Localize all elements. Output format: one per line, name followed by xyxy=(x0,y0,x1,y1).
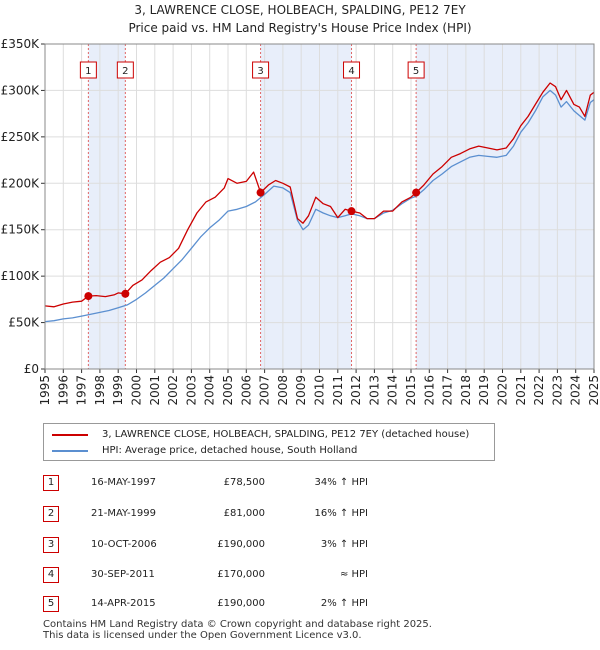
sale-date: 30-SEP-2011 xyxy=(91,569,155,580)
legend-label-hpi: HPI: Average price, detached house, Sout… xyxy=(102,445,358,456)
x-tick-label: 2007 xyxy=(258,375,272,406)
sale-date: 10-OCT-2006 xyxy=(91,539,157,550)
sale-point xyxy=(84,292,93,301)
x-tick-label: 2008 xyxy=(276,375,290,406)
shaded-range xyxy=(416,44,594,369)
x-tick-label: 2016 xyxy=(422,375,436,406)
sale-hpi-compare: 3% ↑ HPI xyxy=(320,539,368,550)
y-tick-label: £350K xyxy=(1,37,41,51)
sale-box-labels: 1 2 3 4 5 xyxy=(79,61,425,79)
axes: 1995 1996 1997 1998 1999 2000 2001 2002 2003 2004… xyxy=(1,37,600,406)
sale-marker-box xyxy=(343,61,361,79)
sale-date: 16-MAY-1997 xyxy=(91,477,157,488)
footer: Contains HM Land Registry data © Crown c… xyxy=(43,619,432,641)
sale-marker-label: 3 xyxy=(257,66,263,77)
sale-marker-label: 1 xyxy=(85,66,91,77)
series-line-property xyxy=(44,82,595,308)
shaded-range xyxy=(88,44,126,369)
x-tick-label: 2010 xyxy=(313,375,327,406)
sale-price: £190,000 xyxy=(217,539,265,550)
sale-point xyxy=(256,188,265,197)
x-tick-label: 2001 xyxy=(148,375,162,406)
legend: 3, LAWRENCE CLOSE, HOLBEACH, SPALDING, P… xyxy=(43,423,495,461)
price-chart: 1 2 3 4 5 1995 1996 1997 1998 1999 2000 2001 2002 20… xyxy=(1,37,600,406)
x-tick-label: 2015 xyxy=(404,375,418,406)
x-tick-label: 2020 xyxy=(496,375,510,406)
sale-point xyxy=(412,188,421,197)
sale-number: 2 xyxy=(43,506,59,522)
y-tick-label: £200K xyxy=(1,176,41,190)
sale-marker-label: 2 xyxy=(122,66,128,77)
footer-copyright: Contains HM Land Registry data © Crown c… xyxy=(43,619,432,630)
y-tick-label: £50K xyxy=(8,316,40,330)
x-tick-label: 2003 xyxy=(184,375,198,406)
y-tick-label: £100K xyxy=(1,269,41,283)
x-tick-label: 2022 xyxy=(532,375,546,406)
sale-points xyxy=(84,188,421,301)
footer-license: This data is licensed under the Open Gov… xyxy=(43,630,362,641)
sale-point xyxy=(347,207,356,216)
y-tick-label: £0 xyxy=(24,362,39,376)
x-tick-label: 1999 xyxy=(111,375,125,406)
sale-hpi-compare: 34% ↑ HPI xyxy=(314,477,368,488)
y-tick-label: £250K xyxy=(1,130,41,144)
sale-marker-box xyxy=(252,61,270,79)
x-tick-label: 2004 xyxy=(203,375,217,406)
legend-label-property: 3, LAWRENCE CLOSE, HOLBEACH, SPALDING, P… xyxy=(102,429,470,440)
x-tick-label: 2009 xyxy=(294,375,308,406)
sale-number: 3 xyxy=(43,537,59,553)
sale-hpi-compare: 16% ↑ HPI xyxy=(314,508,368,519)
x-tick-label: 2021 xyxy=(514,375,528,406)
sale-marker-label: 4 xyxy=(348,66,354,77)
y-tick-label: £300K xyxy=(1,83,41,97)
x-tick-label: 1996 xyxy=(56,375,70,406)
plot-frame xyxy=(44,43,595,370)
sale-marker-label: 5 xyxy=(413,66,419,77)
x-tick-label: 1995 xyxy=(38,375,52,406)
shaded-range xyxy=(260,44,352,369)
x-tick-label: 1997 xyxy=(75,375,89,406)
sale-price: £190,000 xyxy=(217,598,265,609)
sale-hpi-compare: 2% ↑ HPI xyxy=(320,598,368,609)
sale-price: £81,000 xyxy=(223,508,265,519)
x-tick-label: 2025 xyxy=(587,375,600,406)
x-tick-label: 2011 xyxy=(331,375,345,406)
sale-date: 21-MAY-1999 xyxy=(91,508,157,519)
sale-marker-box xyxy=(116,61,134,79)
sale-number: 1 xyxy=(43,475,59,491)
sale-marker-box xyxy=(79,61,97,79)
sale-number: 4 xyxy=(43,567,59,583)
sale-point xyxy=(121,289,130,298)
legend-swatch-hpi xyxy=(52,450,88,452)
x-tick-label: 2006 xyxy=(239,375,253,406)
chart-title: 3, LAWRENCE CLOSE, HOLBEACH, SPALDING, P… xyxy=(0,1,600,37)
x-tick-label: 2017 xyxy=(441,375,455,406)
x-tick-label: 2000 xyxy=(130,375,144,406)
sale-price: £78,500 xyxy=(223,477,265,488)
x-tick-label: 2013 xyxy=(367,375,381,406)
sale-price: £170,000 xyxy=(217,569,265,580)
sale-date: 14-APR-2015 xyxy=(91,598,156,609)
sale-number: 5 xyxy=(43,596,59,612)
chart-subtitle: Price paid vs. HM Land Registry's House … xyxy=(128,21,472,35)
x-tick-label: 2019 xyxy=(477,375,491,406)
y-tick-label: £150K xyxy=(1,223,41,237)
sale-hpi-compare: ≈ HPI xyxy=(339,569,368,580)
legend-swatch-property xyxy=(52,434,88,436)
x-tick-label: 2005 xyxy=(221,375,235,406)
x-tick-label: 2002 xyxy=(166,375,180,406)
x-tick-label: 2023 xyxy=(550,375,564,406)
x-tick-label: 2024 xyxy=(569,375,583,406)
x-tick-label: 2018 xyxy=(459,375,473,406)
chart-title-line1: 3, LAWRENCE CLOSE, HOLBEACH, SPALDING, P… xyxy=(134,3,466,17)
sale-marker-box xyxy=(407,61,425,79)
x-tick-label: 1998 xyxy=(93,375,107,406)
x-tick-label: 2012 xyxy=(349,375,363,406)
series xyxy=(44,82,595,323)
x-tick-label: 2014 xyxy=(386,375,400,406)
